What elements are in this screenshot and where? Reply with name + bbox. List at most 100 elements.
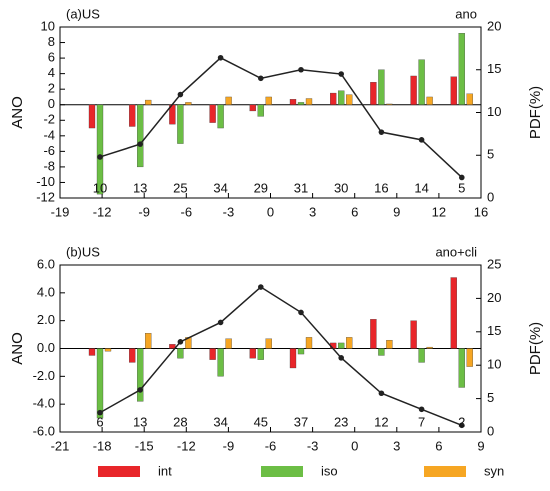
- x-tick-label: 12: [432, 204, 446, 219]
- count-label: 6: [96, 414, 103, 429]
- y-tick-label: 0.0: [37, 340, 55, 355]
- y-tick-label: 2.0: [37, 312, 55, 327]
- legend-swatch: [424, 466, 466, 477]
- bar: [177, 348, 184, 359]
- y-tick-label: 6: [48, 50, 55, 65]
- count-label: 13: [133, 180, 147, 195]
- bar: [137, 104, 144, 168]
- count-label: 16: [374, 180, 388, 195]
- count-label: 34: [213, 414, 227, 429]
- x-tick-label: -18: [93, 438, 112, 453]
- y-tick-label: 0: [48, 96, 55, 111]
- pdf-point: [378, 129, 385, 135]
- y2-tick-label: 15: [487, 61, 501, 76]
- count-label: 28: [173, 414, 187, 429]
- count-label: 25: [173, 180, 187, 195]
- bar: [338, 342, 345, 349]
- bar: [458, 33, 465, 105]
- bar: [257, 104, 264, 117]
- count-label: 10: [93, 180, 107, 195]
- y-tick-label: 10: [41, 18, 55, 33]
- count-label: 45: [254, 414, 268, 429]
- bar: [209, 104, 216, 123]
- bar: [338, 90, 345, 105]
- count-label: 14: [414, 180, 428, 195]
- y2-tick-label: 0: [487, 423, 494, 438]
- pdf-line: [99, 56, 463, 179]
- x-tick-label: 3: [393, 438, 400, 453]
- panel-subtitle: ano+cli: [435, 244, 477, 259]
- bar: [96, 104, 104, 195]
- bar: [346, 94, 353, 105]
- pdf-point: [418, 137, 425, 143]
- bar: [330, 92, 337, 105]
- x-tick-label: -6: [181, 204, 193, 219]
- y2-axis-title: PDF(%): [527, 322, 544, 375]
- panel-subtitle: ano: [455, 6, 477, 21]
- y-tick-label: 2: [48, 81, 55, 96]
- bar: [185, 102, 192, 105]
- count-label: 31: [294, 180, 308, 195]
- legend-swatch: [261, 466, 303, 477]
- pdf-point: [137, 387, 143, 393]
- x-tick-label: 9: [393, 204, 400, 219]
- y-tick-label: -6: [43, 143, 55, 158]
- bar: [265, 338, 272, 349]
- x-tick-label: -9: [138, 204, 150, 219]
- pdf-point: [258, 284, 264, 290]
- pdf-point: [97, 409, 103, 416]
- y-tick-label: 8: [48, 34, 55, 49]
- count-label: 12: [374, 414, 388, 429]
- pdf-point: [338, 71, 345, 77]
- pdf-point: [177, 91, 184, 98]
- bar: [249, 104, 256, 112]
- y-tick-label: 4.0: [37, 284, 55, 299]
- bar: [378, 69, 385, 105]
- pdf-point: [338, 355, 345, 361]
- y-tick-label: -8: [43, 158, 55, 173]
- pdf-point: [459, 422, 465, 429]
- bar: [217, 104, 224, 129]
- legend-swatch: [98, 466, 140, 477]
- pdf-point: [298, 309, 304, 316]
- legend-label: syn: [484, 463, 504, 478]
- x-tick-label: -3: [223, 204, 235, 219]
- panel-title: (a)US: [66, 6, 100, 21]
- bar: [418, 59, 425, 105]
- bar: [145, 99, 152, 105]
- pdf-point: [258, 75, 264, 82]
- bar: [225, 96, 232, 105]
- bar: [169, 344, 176, 349]
- count-label: 23: [334, 414, 348, 429]
- x-tick-label: -19: [51, 204, 70, 219]
- bar: [145, 333, 152, 349]
- bar: [137, 348, 144, 402]
- pdf-point: [177, 339, 184, 345]
- x-tick-label: -15: [135, 438, 154, 453]
- y-tick-label: -4.0: [33, 396, 55, 411]
- bar: [297, 102, 305, 105]
- bar: [88, 104, 96, 129]
- pdf-point: [418, 406, 425, 413]
- x-tick-label: 0: [267, 204, 274, 219]
- bar: [249, 348, 256, 359]
- y-tick-label: 4: [48, 65, 55, 80]
- y2-axis-title: PDF(%): [527, 86, 544, 139]
- bar: [305, 337, 313, 349]
- pdf-point: [217, 319, 224, 326]
- bar: [104, 348, 112, 352]
- bar: [458, 348, 465, 388]
- bar: [289, 348, 297, 369]
- count-label: 13: [133, 414, 147, 429]
- y-axis-title: ANO: [9, 96, 26, 129]
- y-tick-label: -2.0: [33, 368, 55, 383]
- y2-tick-label: 20: [487, 290, 501, 305]
- bar: [418, 348, 425, 363]
- count-label: 7: [418, 414, 425, 429]
- pdf-point: [298, 66, 304, 73]
- y-tick-label: -6.0: [33, 423, 55, 438]
- pdf-point: [217, 54, 224, 61]
- bar: [209, 348, 216, 360]
- legend-label: iso: [321, 463, 338, 478]
- count-label: 34: [213, 180, 227, 195]
